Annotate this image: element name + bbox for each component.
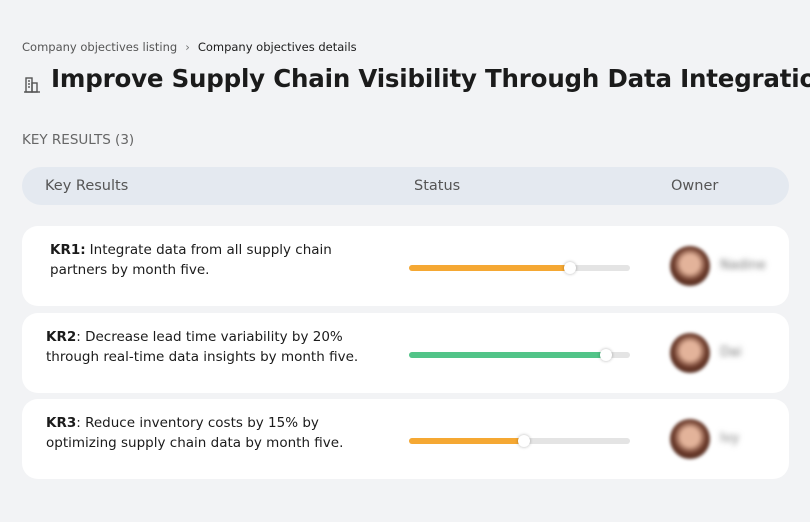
- key-result-text: KR1: Integrate data from all supply chain…: [50, 240, 390, 280]
- owner-avatar: [670, 246, 710, 286]
- section-title: KEY RESULTS (3): [22, 132, 135, 148]
- key-result-text: KR3: Reduce inventory costs by 15% by op…: [46, 413, 386, 453]
- owner-name: Ivy: [720, 431, 740, 446]
- progress-fill: [409, 438, 524, 444]
- breadcrumb-link[interactable]: Company objectives listing: [22, 40, 178, 54]
- table-header: Key Results Status Owner: [22, 167, 789, 205]
- owner-avatar: [670, 419, 710, 459]
- owner-avatar: [670, 333, 710, 373]
- key-result-row[interactable]: KR1: Integrate data from all supply chain…: [22, 226, 789, 306]
- page-title: Improve Supply Chain Visibility Through …: [51, 64, 810, 93]
- key-result-text: KR2: Decrease lead time variability by 2…: [46, 327, 386, 367]
- progress-track: [409, 262, 630, 274]
- progress-fill: [409, 352, 606, 358]
- progress-fill: [409, 265, 571, 271]
- key-result-description: : Decrease lead time variability by 20% …: [46, 329, 359, 365]
- progress-track: [409, 435, 630, 447]
- key-result-label: KR1:: [50, 242, 86, 258]
- progress-knob: [517, 435, 530, 447]
- column-header: Key Results: [45, 178, 129, 194]
- key-result-description: : Reduce inventory costs by 15% by optim…: [46, 415, 344, 451]
- column-header: Status: [414, 178, 461, 194]
- breadcrumb-current: Company objectives details: [197, 40, 357, 54]
- progress-knob: [599, 349, 612, 361]
- key-result-row[interactable]: KR2: Decrease lead time variability by 2…: [22, 313, 789, 393]
- progress-knob: [564, 262, 577, 274]
- key-result-label: KR2: [46, 329, 77, 345]
- column-header: Owner: [671, 178, 719, 194]
- owner-name: Nadine: [720, 258, 766, 273]
- breadcrumb: Company objectives listing › Company objec…: [22, 40, 357, 54]
- progress-track: [409, 349, 630, 361]
- objective-icon: [24, 77, 40, 93]
- key-result-row[interactable]: KR3: Reduce inventory costs by 15% by op…: [22, 399, 789, 479]
- key-result-label: KR3: [46, 415, 77, 431]
- owner-name: Dai: [720, 345, 742, 360]
- key-result-description: Integrate data from all supply chain par…: [50, 242, 332, 278]
